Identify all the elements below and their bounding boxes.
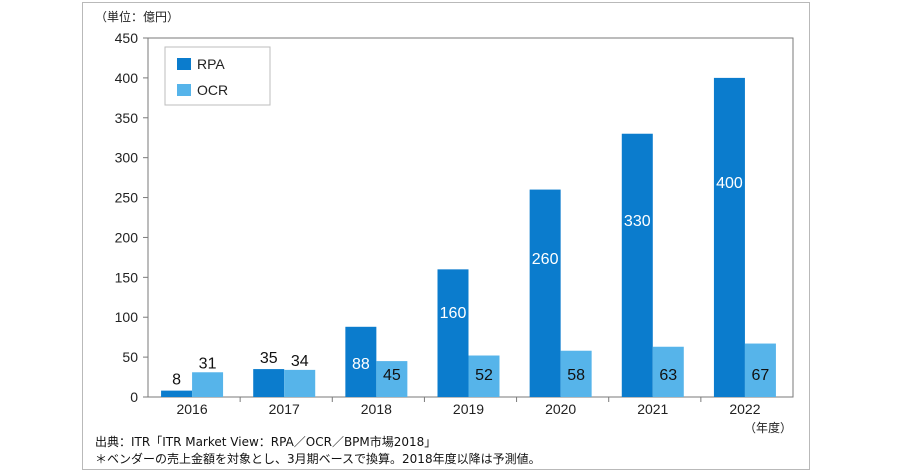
bar-rpa-2019 — [437, 269, 469, 397]
footnote: ＊ベンダーの売上金額を対象とし、3月期ベースで換算。2018年度以降は予測値。 — [95, 452, 541, 466]
bar-rpa-2021 — [621, 133, 653, 397]
y-tick-label: 400 — [115, 70, 139, 86]
legend-label-ocr: OCR — [197, 82, 228, 98]
bar-ocr-2018 — [376, 361, 408, 397]
legend-swatch-rpa — [177, 58, 191, 70]
legend-label-rpa: RPA — [197, 56, 225, 72]
data-label-ocr-2022: 67 — [752, 367, 770, 384]
source-note: 出典：ITR「ITR Market View：RPA／OCR／BPM市場2018… — [95, 435, 437, 449]
legend: RPA OCR — [164, 46, 271, 106]
x-tick-label: 2016 — [176, 401, 207, 417]
bar-rpa-2016 — [161, 390, 193, 397]
axes: 0 50 100 150 200 250 300 350 400 450 2016 2017 2018 2… — [115, 30, 794, 417]
legend-swatch-ocr — [177, 84, 191, 96]
data-label-ocr-2016: 31 — [199, 355, 217, 372]
y-tick-label: 0 — [130, 389, 138, 405]
data-label-rpa-2021: 330 — [624, 213, 651, 230]
data-label-ocr-2021: 63 — [659, 367, 677, 384]
x-tick-label: 2019 — [453, 401, 484, 417]
bar-ocr-2020 — [560, 350, 592, 397]
data-label-rpa-2022: 400 — [716, 175, 743, 192]
bar-rpa-2020 — [529, 189, 561, 397]
data-label-rpa-2017: 35 — [260, 350, 278, 367]
y-tick-label: 300 — [115, 150, 139, 166]
bar-ocr-2017 — [284, 369, 316, 397]
bar-ocr-2022 — [744, 343, 776, 397]
y-tick-label: 50 — [122, 349, 138, 365]
y-tick-label: 250 — [115, 190, 139, 206]
data-label-rpa-2020: 260 — [532, 251, 559, 268]
data-label-ocr-2019: 52 — [475, 367, 493, 384]
y-tick-label: 350 — [115, 110, 139, 126]
bar-ocr-2019 — [468, 355, 500, 397]
data-label-ocr-2017: 34 — [291, 353, 309, 370]
x-tick-label: 2018 — [361, 401, 392, 417]
x-axis-unit-label: （年度） — [744, 421, 793, 435]
bars — [161, 77, 776, 397]
x-tick-label: 2020 — [545, 401, 576, 417]
x-tick-label: 2021 — [637, 401, 668, 417]
unit-label: （単位：億円） — [95, 10, 180, 24]
x-tick-label: 2022 — [729, 401, 760, 417]
x-tick-label: 2017 — [269, 401, 300, 417]
bar-rpa-2022 — [713, 77, 745, 397]
data-label-rpa-2019: 160 — [440, 305, 467, 322]
y-tick-label: 450 — [115, 30, 139, 46]
y-tick-label: 100 — [115, 309, 139, 325]
bar-ocr-2021 — [652, 346, 684, 397]
bar-rpa-2017 — [253, 369, 285, 397]
y-tick-label: 150 — [115, 269, 139, 285]
bar-rpa-2018 — [345, 326, 377, 397]
data-label-ocr-2018: 45 — [383, 367, 401, 384]
bar-ocr-2016 — [192, 372, 224, 397]
data-label-rpa-2018: 88 — [352, 356, 370, 373]
data-label-rpa-2016: 8 — [172, 372, 181, 389]
data-labels: 8 31 35 34 88 45 160 52 260 58 330 63 400 67 — [172, 175, 769, 389]
data-label-ocr-2020: 58 — [567, 367, 585, 384]
y-tick-label: 200 — [115, 229, 139, 245]
